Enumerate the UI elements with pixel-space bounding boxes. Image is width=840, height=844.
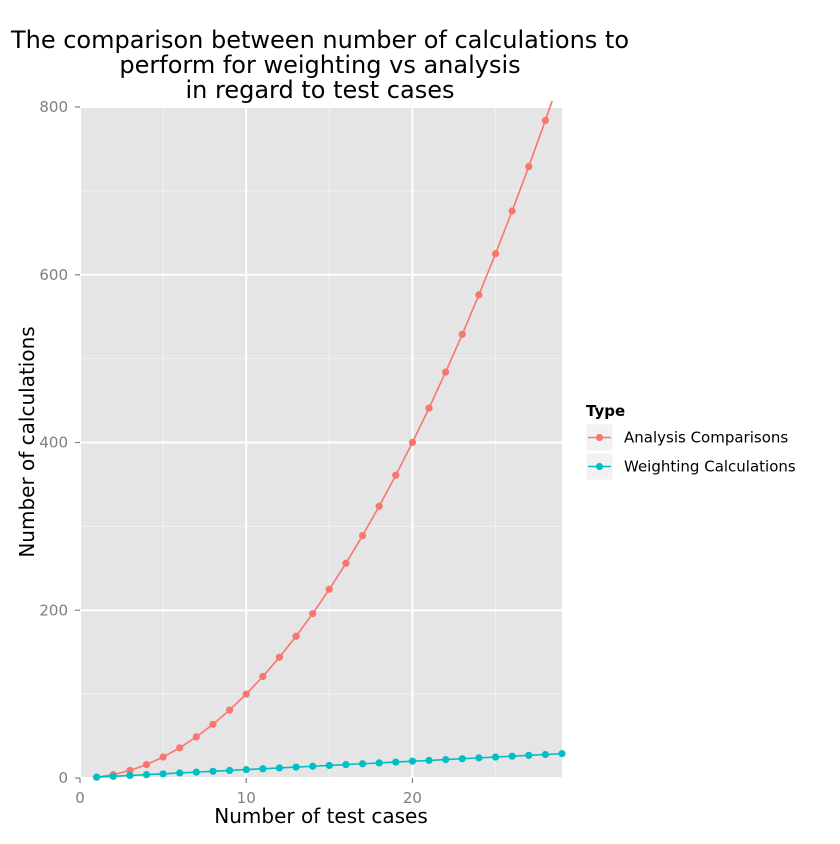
data-point (541, 750, 549, 759)
data-point (358, 760, 367, 768)
legend-key-point (595, 462, 604, 471)
y-tick-label: 200 (39, 601, 68, 619)
y-tick-label: 600 (39, 266, 68, 284)
data-point (342, 559, 350, 567)
data-point (375, 502, 383, 510)
y-tick-label: 0 (58, 769, 68, 787)
legend-items: Analysis Comparisons Weighting Calculatio… (585, 423, 796, 481)
data-point (292, 632, 300, 640)
data-point (225, 706, 234, 714)
legend-title: Type (586, 402, 625, 420)
legend-item: Weighting Calculations (585, 452, 796, 481)
data-point (375, 759, 383, 767)
data-point (142, 771, 151, 779)
data-point (109, 772, 117, 780)
data-point (525, 162, 533, 171)
data-point (425, 404, 433, 412)
y-tick-label: 400 (39, 434, 68, 452)
x-axis-label: Number of test cases (214, 804, 428, 828)
series-clip-group (93, 69, 566, 781)
x-tick-label: 10 (237, 789, 256, 807)
data-point (192, 768, 200, 776)
data-point (142, 760, 151, 769)
chart-title-line: perform for weighting vs analysis (119, 51, 520, 79)
data-point (126, 766, 134, 775)
data-point (458, 330, 466, 338)
data-point (275, 653, 284, 661)
data-point (159, 753, 167, 761)
data-point (225, 766, 234, 775)
data-point (442, 755, 450, 764)
data-point (425, 756, 433, 764)
data-point (525, 751, 533, 759)
chart-title: The comparison between number of calcula… (10, 26, 629, 104)
data-point (458, 755, 466, 763)
data-point (209, 767, 217, 775)
data-point (558, 750, 566, 758)
chart-title-line: in regard to test cases (186, 76, 455, 104)
data-point (508, 207, 516, 215)
data-point (309, 610, 317, 618)
data-point (541, 116, 549, 125)
legend-key-point (595, 433, 604, 442)
data-point (209, 720, 217, 728)
legend-label: Analysis Comparisons (624, 429, 788, 447)
data-point (93, 773, 101, 781)
series-layer (93, 69, 566, 781)
y-axis-label: Number of calculations (15, 326, 39, 557)
data-point (358, 532, 367, 540)
chart-title-line: The comparison between number of calcula… (10, 26, 629, 54)
x-tick-label: 20 (403, 789, 422, 807)
data-point (275, 764, 284, 772)
data-point (408, 757, 417, 765)
series-group (93, 750, 566, 781)
data-point (325, 585, 333, 593)
data-point (558, 69, 565, 76)
data-point (292, 763, 300, 771)
series-group (93, 69, 565, 781)
data-point (491, 753, 500, 761)
data-point (491, 250, 500, 258)
data-point (392, 758, 400, 766)
data-point (192, 733, 200, 741)
legend-label: Weighting Calculations (624, 458, 796, 476)
data-point (159, 770, 167, 778)
data-point (242, 766, 250, 774)
data-point (325, 761, 333, 770)
data-point (176, 744, 184, 752)
data-point (408, 438, 417, 447)
data-point (475, 291, 483, 299)
data-point (242, 690, 250, 698)
data-point (309, 762, 317, 770)
data-point (259, 765, 267, 773)
data-point (508, 752, 516, 760)
legend-item: Analysis Comparisons (585, 423, 788, 452)
data-point (176, 769, 184, 777)
x-tick-label: 0 (75, 789, 85, 807)
y-tick-label: 800 (39, 98, 68, 116)
data-point (442, 368, 450, 376)
data-point (475, 754, 483, 762)
data-point (126, 771, 134, 780)
data-point (259, 672, 267, 681)
data-point (342, 760, 350, 769)
legend: Type Analysis Comparisons Weighting Calcu… (585, 402, 796, 481)
data-point (392, 471, 400, 479)
